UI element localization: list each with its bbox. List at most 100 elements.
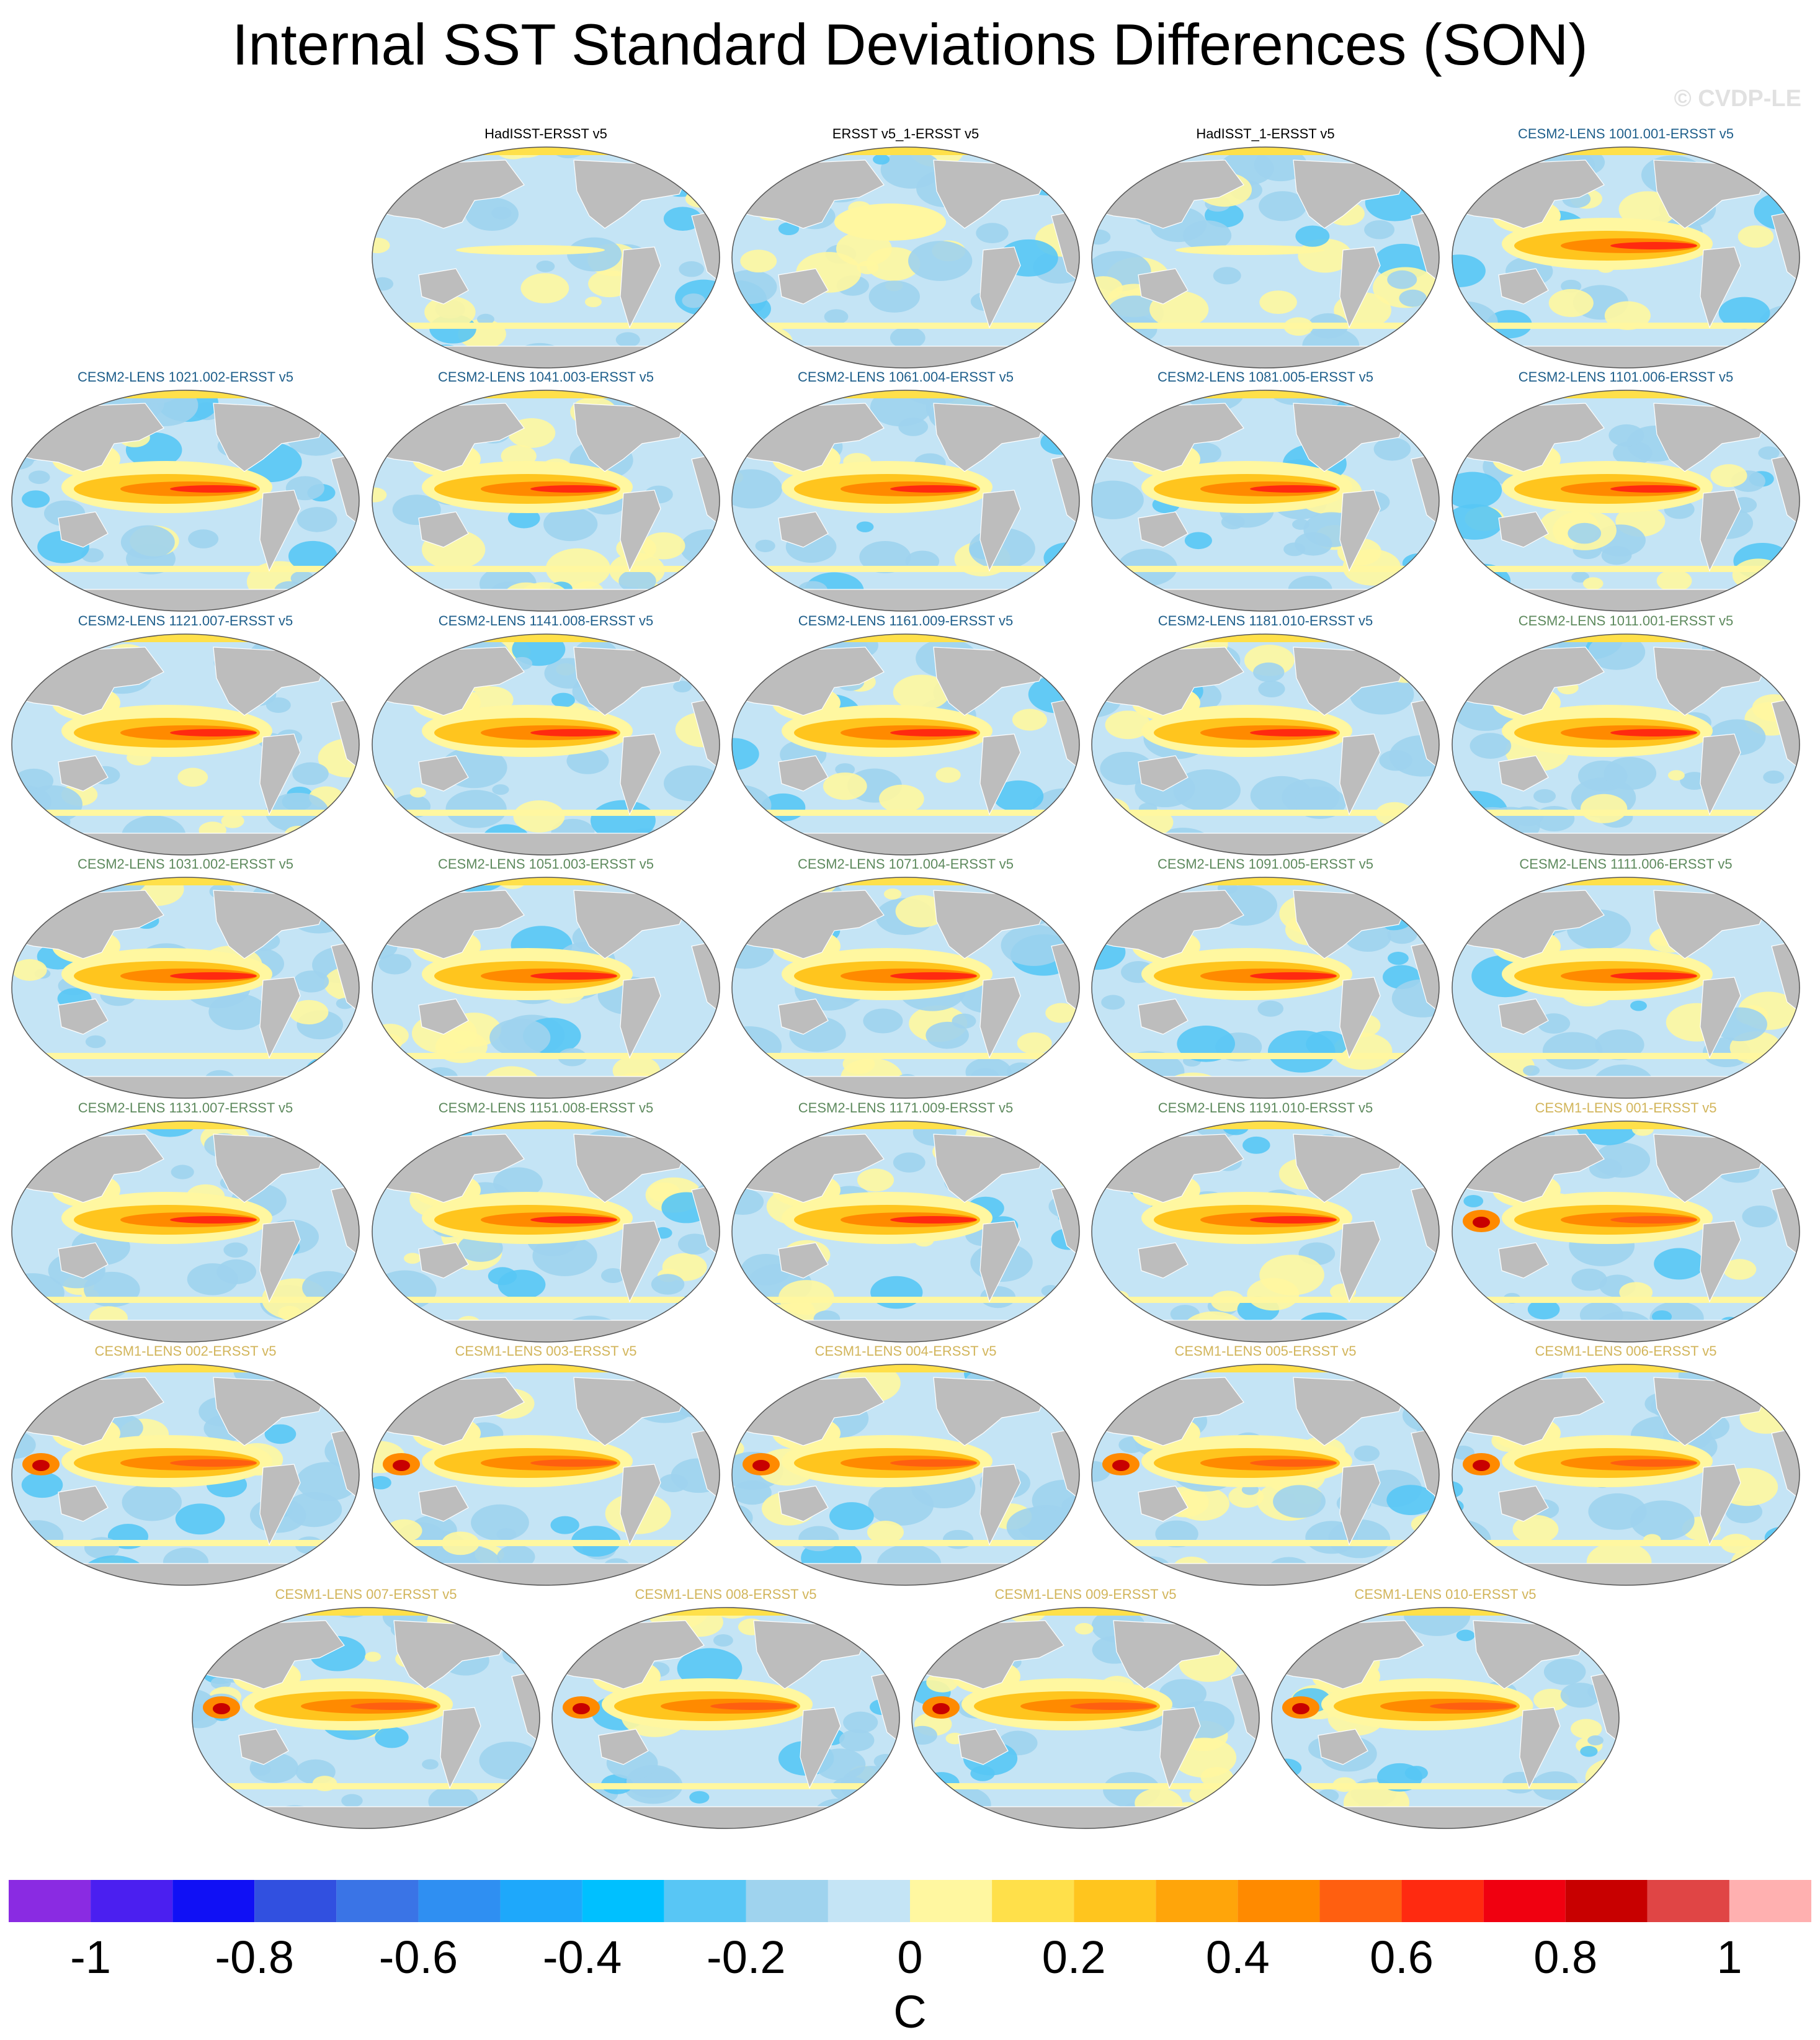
anomaly-patch bbox=[650, 1364, 715, 1382]
panel-title: CESM1-LENS 006-ERSST v5 bbox=[1535, 1343, 1717, 1359]
anomaly-patch bbox=[1568, 522, 1602, 544]
anomaly-patch bbox=[1272, 1609, 1283, 1623]
anomaly-patch bbox=[489, 1018, 551, 1057]
anomaly-patch bbox=[552, 1658, 569, 1675]
anomaly-patch bbox=[375, 1727, 409, 1748]
anomaly-patch bbox=[843, 1711, 878, 1734]
colorbar-swatch bbox=[91, 1880, 173, 1922]
anomaly-band bbox=[192, 1608, 540, 1616]
anomaly-patch bbox=[669, 1374, 697, 1392]
south-america-land bbox=[259, 1464, 301, 1546]
colorbar-swatch bbox=[1729, 1880, 1811, 1922]
map-panel: CESM2-LENS 1051.003-ERSST v5 bbox=[369, 854, 723, 1103]
anomaly-patch bbox=[317, 1124, 359, 1163]
anomaly-patch bbox=[550, 1516, 579, 1534]
anomaly-patch bbox=[1667, 770, 1685, 781]
anomaly-patch bbox=[1470, 733, 1512, 759]
anomaly-band bbox=[1452, 1297, 1800, 1303]
anomaly-patch bbox=[742, 326, 793, 358]
anomaly-patch bbox=[28, 470, 50, 485]
anomaly-band bbox=[1092, 323, 1439, 329]
anomaly-patch bbox=[1380, 149, 1409, 168]
anomaly-band bbox=[372, 323, 720, 329]
anomaly-patch bbox=[1006, 1062, 1035, 1080]
south-america-land bbox=[1159, 1707, 1201, 1789]
anomaly-patch bbox=[502, 1644, 534, 1665]
anomaly-band bbox=[12, 634, 359, 642]
map-frame bbox=[11, 1364, 360, 1586]
anomaly-region bbox=[1112, 1460, 1130, 1471]
anomaly-patch bbox=[289, 1000, 329, 1025]
anomaly-patch bbox=[1074, 1622, 1094, 1635]
anomaly-patch bbox=[513, 800, 565, 833]
anomaly-patch bbox=[399, 636, 442, 662]
anomaly-region bbox=[530, 972, 617, 980]
anomaly-region bbox=[170, 972, 257, 980]
anomaly-patch bbox=[445, 790, 507, 828]
anomaly-patch bbox=[1051, 821, 1079, 838]
map-panel: CESM2-LENS 1071.004-ERSST v5 bbox=[729, 854, 1082, 1103]
anomaly-patch bbox=[365, 1652, 381, 1662]
anomaly-patch bbox=[1672, 147, 1689, 149]
anomaly-patch bbox=[744, 903, 768, 918]
anomaly-patch bbox=[1501, 1121, 1533, 1130]
anomaly-band bbox=[372, 810, 720, 816]
anomaly-patch bbox=[328, 634, 359, 649]
map-frame bbox=[11, 633, 360, 856]
anomaly-patch bbox=[1403, 635, 1439, 667]
anomaly-band bbox=[732, 1297, 1079, 1303]
colorbar-swatch bbox=[1483, 1880, 1566, 1922]
anomaly-patch bbox=[50, 1121, 67, 1130]
anomaly-band bbox=[372, 1121, 720, 1129]
anomaly-patch bbox=[677, 1233, 711, 1255]
map-panel: CESM2-LENS 1151.008-ERSST v5 bbox=[369, 1098, 723, 1346]
anomaly-patch bbox=[1710, 464, 1747, 488]
south-america-land bbox=[979, 490, 1021, 572]
anomaly-patch bbox=[314, 1541, 359, 1583]
anomaly-patch bbox=[867, 1521, 904, 1544]
anomaly-patch bbox=[1777, 1121, 1795, 1122]
anomaly-patch bbox=[1173, 769, 1241, 812]
map-frame bbox=[1452, 1121, 1800, 1343]
anomaly-patch bbox=[210, 1676, 231, 1689]
anomaly-patch bbox=[682, 293, 705, 308]
anomaly-band bbox=[1092, 1297, 1439, 1303]
world-map bbox=[372, 146, 720, 369]
antarctica-land bbox=[372, 1076, 720, 1098]
world-map bbox=[731, 390, 1080, 612]
anomaly-patch bbox=[1017, 1032, 1052, 1054]
australia-land bbox=[778, 511, 829, 548]
anomaly-patch bbox=[1105, 877, 1164, 892]
anomaly-patch bbox=[1452, 392, 1478, 413]
south-america-land bbox=[620, 977, 661, 1059]
panel-title: HadISST_1-ERSST v5 bbox=[1196, 126, 1335, 141]
colorbar-swatch bbox=[1401, 1880, 1484, 1922]
anomaly-patch bbox=[1280, 1793, 1311, 1812]
anomaly-band bbox=[1092, 1364, 1439, 1372]
anomaly-region bbox=[573, 1703, 590, 1714]
world-map bbox=[1452, 1121, 1800, 1343]
world-map bbox=[1452, 877, 1800, 1099]
colorbar-swatch bbox=[992, 1880, 1074, 1922]
figure-title: Internal SST Standard Deviations Differe… bbox=[232, 12, 1588, 77]
anomaly-patch bbox=[1012, 578, 1062, 609]
panel-title: CESM1-LENS 003-ERSST v5 bbox=[455, 1343, 637, 1359]
anomaly-patch bbox=[673, 681, 692, 692]
australia-land bbox=[1138, 268, 1189, 305]
anomaly-band bbox=[732, 810, 1079, 816]
australia-land bbox=[1498, 511, 1549, 548]
anomaly-patch bbox=[488, 1267, 517, 1286]
anomaly-region bbox=[1175, 245, 1324, 255]
map-frame bbox=[1091, 633, 1440, 856]
map-frame bbox=[731, 390, 1080, 612]
anomaly-patch bbox=[192, 1608, 208, 1616]
map-panel: CESM2-LENS 1091.005-ERSST v5 bbox=[1089, 854, 1442, 1103]
anomaly-patch bbox=[12, 634, 38, 668]
anomaly-patch bbox=[1453, 587, 1517, 611]
anomaly-patch bbox=[1463, 1194, 1484, 1207]
anomaly-patch bbox=[1002, 832, 1038, 855]
anomaly-patch bbox=[1041, 1285, 1061, 1297]
anomaly-band bbox=[912, 1783, 1259, 1789]
anomaly-patch bbox=[493, 1167, 543, 1199]
anomaly-patch bbox=[713, 1634, 733, 1647]
